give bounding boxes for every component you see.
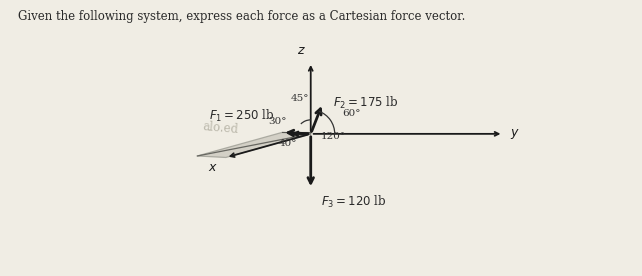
Text: Given the following system, express each force as a Cartesian force vector.: Given the following system, express each… bbox=[18, 10, 465, 23]
Text: $F_1 = 250$ lb: $F_1 = 250$ lb bbox=[209, 108, 274, 124]
Text: 60°: 60° bbox=[343, 109, 361, 118]
Text: 120°: 120° bbox=[321, 132, 346, 141]
Text: 40°: 40° bbox=[279, 139, 297, 148]
Text: 30°: 30° bbox=[269, 117, 287, 126]
Polygon shape bbox=[197, 132, 311, 158]
Text: 45°: 45° bbox=[291, 94, 309, 103]
Text: $y$: $y$ bbox=[510, 127, 520, 141]
Text: $F_2 = 175$ lb: $F_2 = 175$ lb bbox=[333, 95, 398, 111]
Text: $x$: $x$ bbox=[208, 161, 218, 174]
Text: $F_3 = 120$ lb: $F_3 = 120$ lb bbox=[321, 194, 386, 210]
Text: $z$: $z$ bbox=[297, 44, 306, 57]
Text: alo.ed: alo.ed bbox=[202, 120, 239, 136]
